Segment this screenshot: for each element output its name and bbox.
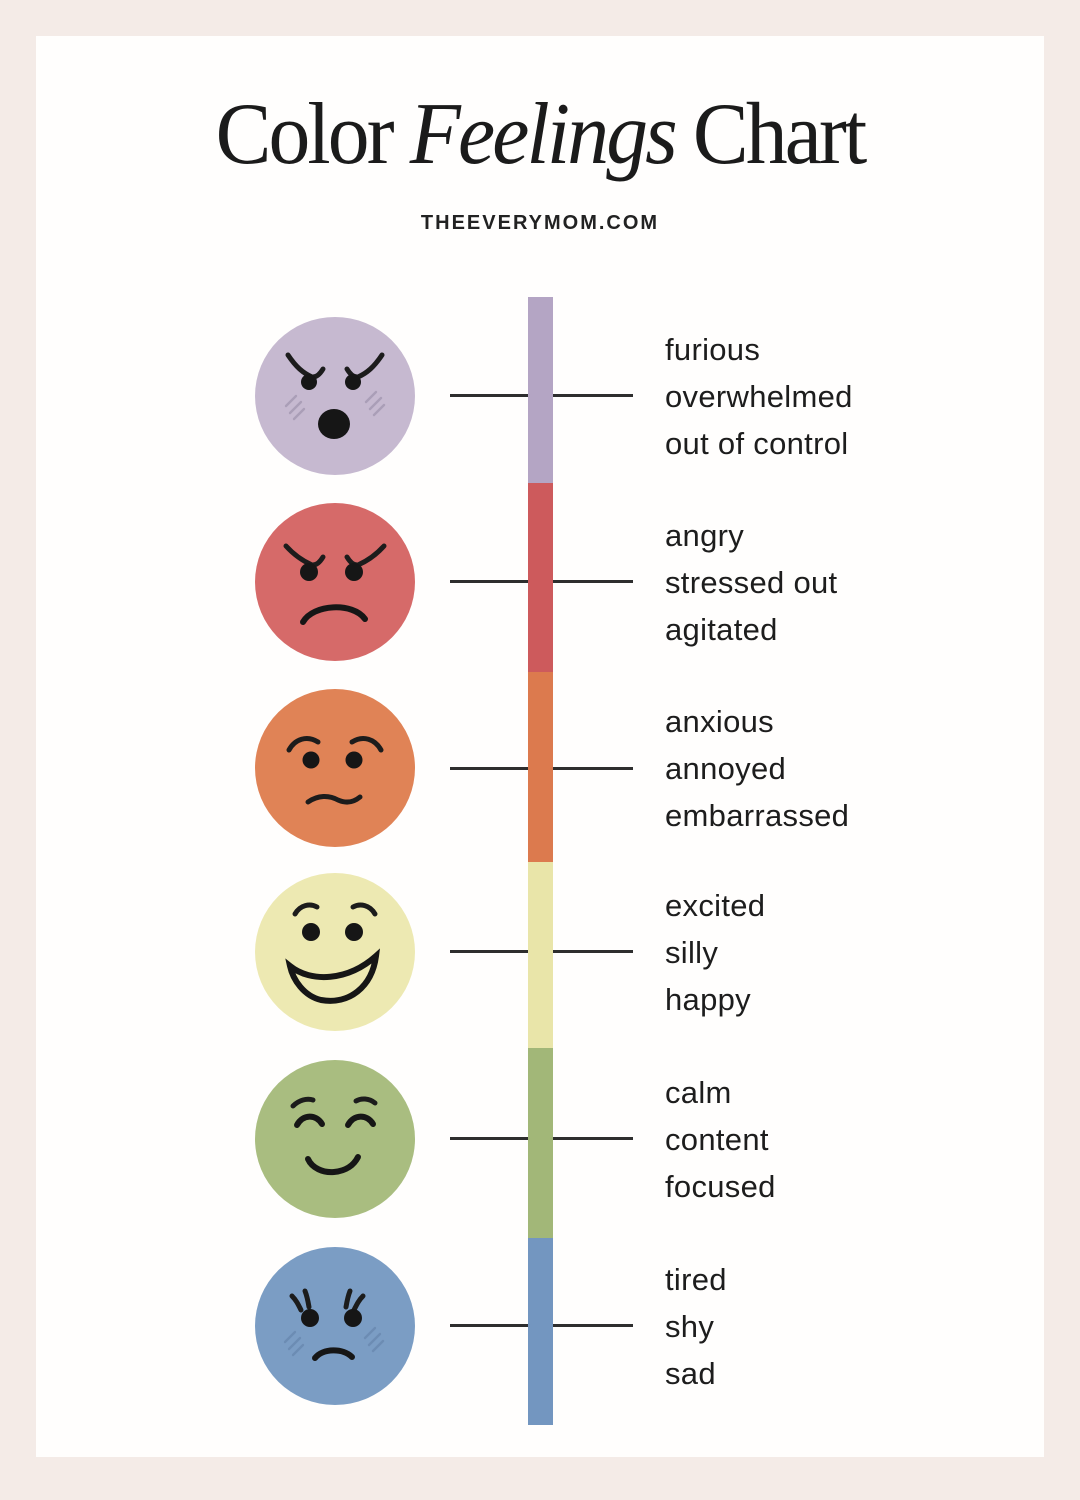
title-word-feelings: Feelings <box>409 86 678 183</box>
feeling-label: focused <box>665 1169 776 1204</box>
feeling-labels-furious: furious overwhelmed out of control <box>665 326 853 467</box>
feeling-label: agitated <box>665 612 778 647</box>
anxious-face-icon <box>255 689 415 847</box>
title-word-chart: Chart <box>674 86 867 183</box>
furious-face-icon <box>255 317 415 475</box>
scale-segment-calm <box>528 1048 553 1238</box>
sad-face-icon <box>255 1247 415 1405</box>
feelings-color-scale <box>528 297 553 1425</box>
scale-segment-angry <box>528 483 553 672</box>
poster-title: Color Feelings Chart <box>27 84 1053 185</box>
angry-face-icon <box>255 503 415 661</box>
feeling-label: out of control <box>665 426 849 461</box>
feeling-label: annoyed <box>665 751 787 786</box>
scale-segment-furious <box>528 297 553 483</box>
feeling-label: tired <box>665 1262 727 1297</box>
feeling-labels-anxious: anxious annoyed embarrassed <box>665 698 849 839</box>
feeling-label: stressed out <box>665 565 838 600</box>
title-word-color: Color <box>215 86 410 183</box>
feeling-label: anxious <box>665 704 774 739</box>
feeling-label: shy <box>665 1309 715 1344</box>
feeling-label: silly <box>665 935 719 970</box>
site-credit: THEEVERYMOM.COM <box>420 212 660 234</box>
scale-segment-anxious <box>528 672 553 862</box>
feeling-labels-calm: calm content focused <box>665 1069 776 1210</box>
feeling-label: content <box>665 1122 769 1157</box>
feeling-label: overwhelmed <box>665 379 853 414</box>
feeling-label: furious <box>665 332 761 367</box>
feeling-label: embarrassed <box>665 798 850 833</box>
happy-face-icon <box>255 873 415 1031</box>
scale-segment-tired <box>528 1238 553 1425</box>
feeling-label: happy <box>665 982 751 1017</box>
feeling-labels-angry: angry stressed out agitated <box>665 512 837 653</box>
feeling-label: excited <box>665 888 766 923</box>
feeling-label: angry <box>665 518 745 553</box>
feeling-labels-excited: excited silly happy <box>665 882 765 1023</box>
scale-segment-excited <box>528 862 553 1048</box>
feeling-labels-tired: tired shy sad <box>665 1256 727 1397</box>
calm-face-icon <box>255 1060 415 1218</box>
feeling-label: calm <box>665 1075 732 1110</box>
feeling-label: sad <box>665 1356 716 1391</box>
